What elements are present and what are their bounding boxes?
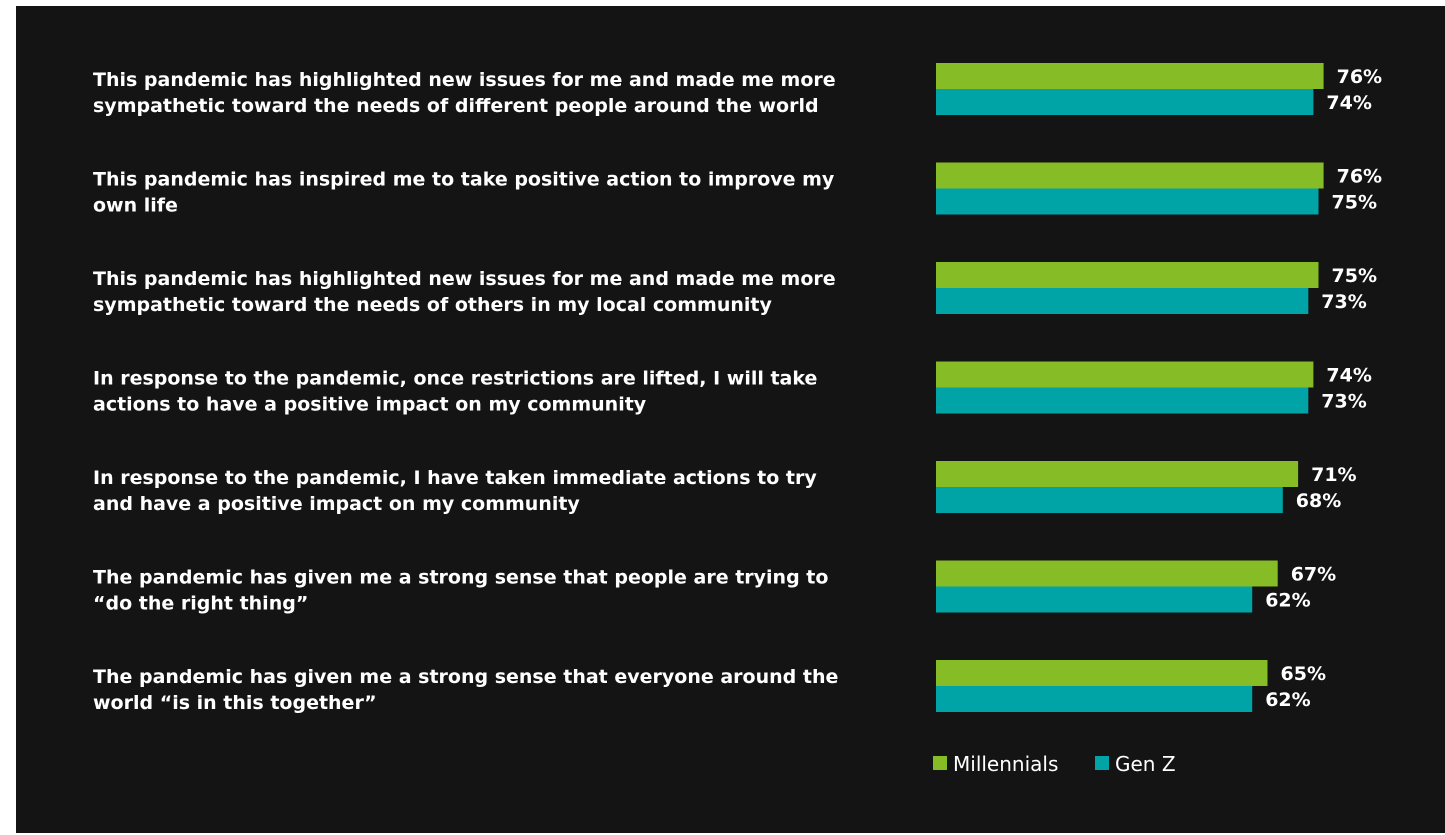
genz-value-label: 73% bbox=[1321, 291, 1366, 313]
genz-bar bbox=[936, 586, 1253, 613]
category-label: This pandemic has highlighted new issues… bbox=[93, 268, 836, 316]
millennials-bar bbox=[936, 262, 1319, 288]
millennials-value-label: 71% bbox=[1311, 464, 1356, 486]
millennials-bar bbox=[936, 63, 1324, 89]
legend-label-millennials: Millennials bbox=[953, 752, 1058, 776]
legend-swatch-millennials bbox=[933, 756, 947, 770]
genz-value-label: 73% bbox=[1321, 391, 1366, 413]
millennials-value-label: 75% bbox=[1332, 265, 1377, 287]
chart-panel: This pandemic has highlighted new issues… bbox=[16, 6, 1445, 833]
genz-bar bbox=[936, 686, 1253, 712]
category-label: In response to the pandemic, once restri… bbox=[93, 368, 817, 416]
legend-swatch-genz bbox=[1095, 756, 1109, 770]
millennials-bar bbox=[936, 560, 1278, 587]
millennials-bar bbox=[936, 361, 1314, 388]
category-label: In response to the pandemic, I have take… bbox=[93, 467, 817, 515]
genz-bar bbox=[936, 487, 1283, 513]
genz-value-label: 75% bbox=[1332, 192, 1377, 214]
millennials-bar bbox=[936, 660, 1268, 686]
category-label: The pandemic has given me a strong sense… bbox=[93, 567, 828, 615]
millennials-bar bbox=[936, 162, 1324, 189]
genz-bar bbox=[936, 288, 1309, 314]
category-label: This pandemic has highlighted new issues… bbox=[93, 69, 836, 117]
category-label: This pandemic has inspired me to take po… bbox=[93, 169, 835, 217]
bar-chart: This pandemic has highlighted new issues… bbox=[93, 63, 1382, 776]
genz-value-label: 68% bbox=[1296, 490, 1341, 512]
millennials-value-label: 65% bbox=[1281, 663, 1326, 685]
genz-bar bbox=[936, 387, 1309, 414]
category-label: The pandemic has given me a strong sense… bbox=[93, 666, 838, 714]
millennials-value-label: 76% bbox=[1337, 66, 1382, 88]
genz-value-label: 74% bbox=[1326, 92, 1371, 114]
legend-label-genz: Gen Z bbox=[1115, 752, 1176, 776]
millennials-value-label: 67% bbox=[1291, 564, 1336, 586]
millennials-value-label: 74% bbox=[1326, 365, 1371, 387]
genz-bar bbox=[936, 89, 1314, 115]
genz-value-label: 62% bbox=[1265, 689, 1310, 711]
genz-bar bbox=[936, 188, 1319, 215]
millennials-bar bbox=[936, 461, 1299, 487]
genz-value-label: 62% bbox=[1265, 590, 1310, 612]
millennials-value-label: 76% bbox=[1337, 166, 1382, 188]
